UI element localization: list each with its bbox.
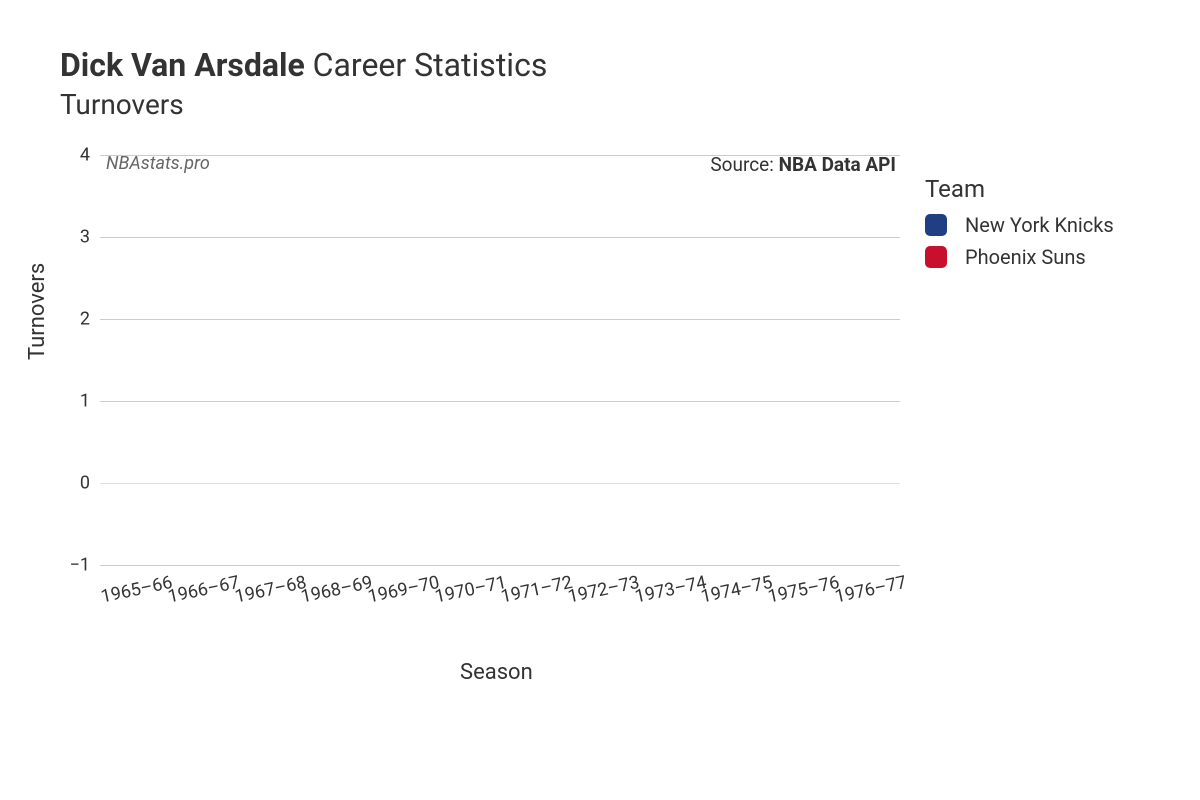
gridline bbox=[100, 483, 900, 484]
y-tick-label: 1 bbox=[50, 391, 90, 412]
legend-swatch bbox=[925, 246, 947, 268]
source-label: Source: NBA Data API bbox=[710, 153, 896, 176]
chart-title-block: Dick Van Arsdale Career Statistics Turno… bbox=[60, 46, 547, 121]
legend-item: Phoenix Suns bbox=[925, 245, 1114, 269]
y-tick-label: 0 bbox=[50, 473, 90, 494]
legend-title: Team bbox=[925, 175, 1114, 203]
x-tick-label: 1971–72 bbox=[499, 572, 574, 608]
y-tick-label: 2 bbox=[50, 309, 90, 330]
gridline bbox=[100, 155, 900, 156]
y-tick-label: 3 bbox=[50, 227, 90, 248]
gridline bbox=[100, 237, 900, 238]
x-tick-label: 1973–74 bbox=[633, 572, 708, 608]
gridline bbox=[100, 565, 900, 566]
x-tick-label: 1966–67 bbox=[166, 572, 241, 608]
x-tick-label: 1972–73 bbox=[566, 572, 641, 608]
gridline bbox=[100, 401, 900, 402]
x-tick-label: 1974–75 bbox=[699, 572, 774, 608]
source-name: NBA Data API bbox=[779, 153, 896, 176]
x-tick-label: 1965–66 bbox=[99, 572, 174, 608]
source-prefix: Source: bbox=[710, 153, 778, 176]
player-name: Dick Van Arsdale bbox=[60, 46, 305, 84]
x-tick-label: 1976–77 bbox=[833, 572, 908, 608]
legend-label: New York Knicks bbox=[965, 213, 1114, 237]
y-tick-label: 4 bbox=[50, 145, 90, 166]
watermark-text: NBAstats.pro bbox=[106, 153, 210, 174]
y-tick-label: −1 bbox=[50, 555, 90, 576]
x-tick-label: 1968–69 bbox=[299, 572, 374, 608]
chart-plot-area: NBAstats.pro Source: NBA Data API bbox=[100, 155, 900, 565]
title-suffix: Career Statistics bbox=[305, 46, 548, 84]
chart-title: Dick Van Arsdale Career Statistics bbox=[60, 46, 547, 84]
legend-label: Phoenix Suns bbox=[965, 245, 1086, 269]
x-tick-label: 1969–70 bbox=[366, 572, 441, 608]
x-tick-label: 1967–68 bbox=[233, 572, 308, 608]
chart-subtitle: Turnovers bbox=[60, 88, 547, 121]
legend-item: New York Knicks bbox=[925, 213, 1114, 237]
legend: Team New York Knicks Phoenix Suns bbox=[925, 175, 1114, 277]
x-tick-label: 1970–71 bbox=[433, 572, 508, 608]
y-axis-title: Turnovers bbox=[25, 263, 50, 360]
gridline bbox=[100, 319, 900, 320]
x-axis-title: Season bbox=[460, 660, 533, 685]
legend-swatch bbox=[925, 214, 947, 236]
x-tick-label: 1975–76 bbox=[766, 572, 841, 608]
